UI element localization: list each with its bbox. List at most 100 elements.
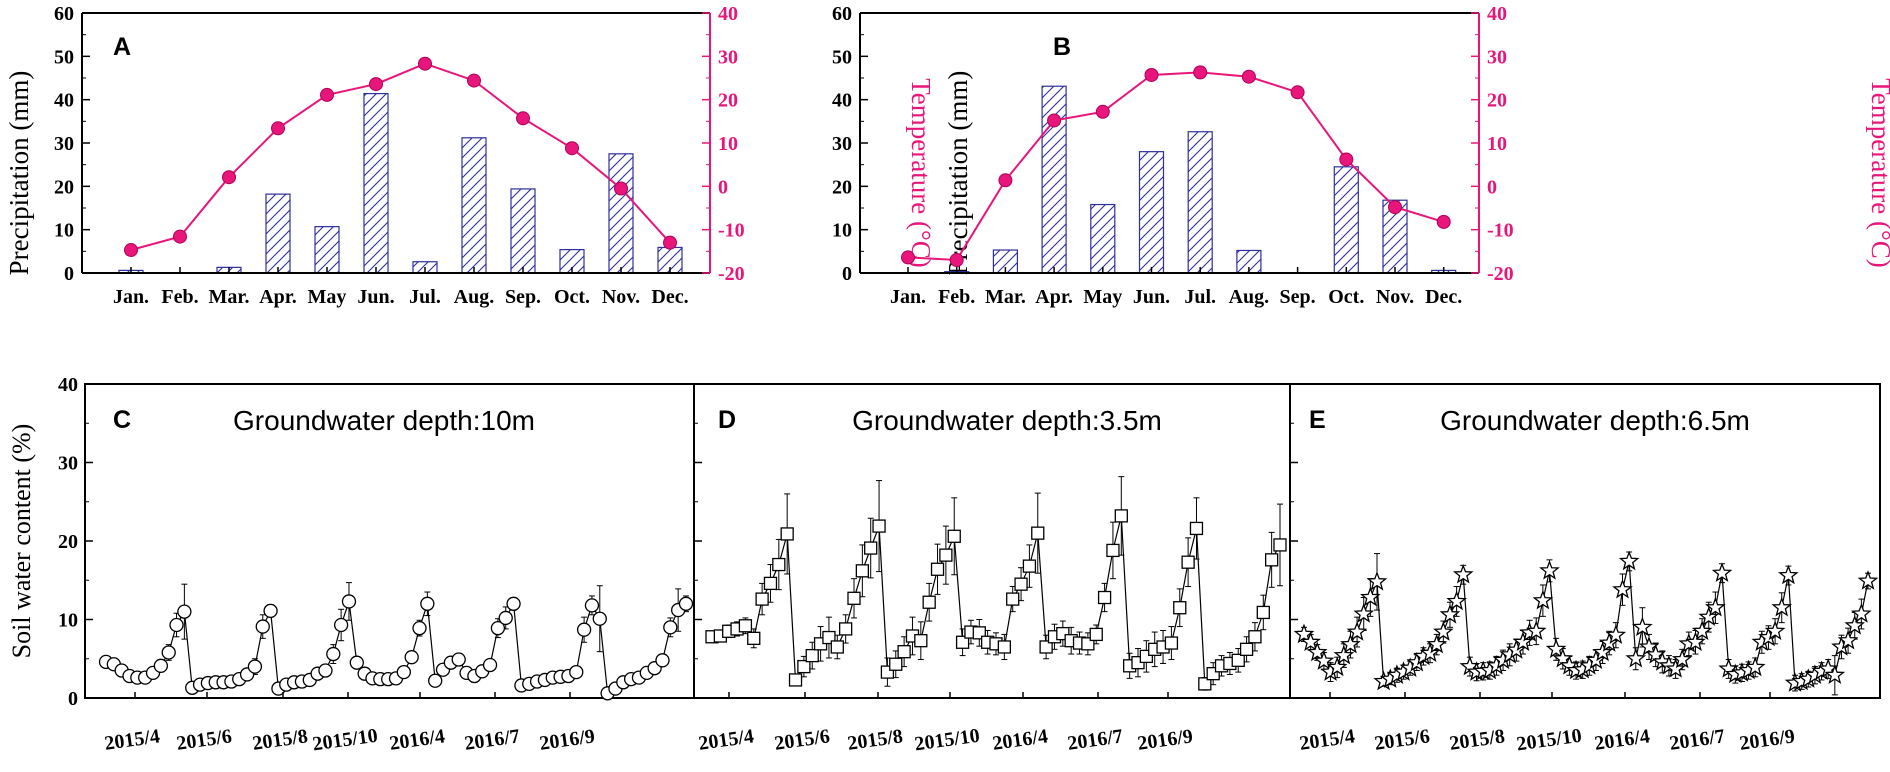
- data-point: [1844, 614, 1866, 635]
- month-label: Mar.: [209, 286, 250, 308]
- precipitation-y-ticks: 0 10 20 30 40 50 60: [832, 3, 852, 285]
- temperature-point: [222, 170, 236, 185]
- data-point: [914, 634, 928, 648]
- data-point: [1539, 559, 1560, 580]
- data-point: [420, 596, 435, 611]
- temperature-point: [1095, 104, 1110, 119]
- panel-title: Groundwater depth:10m: [233, 405, 535, 436]
- temperature-point: [901, 250, 915, 265]
- data-point: [1006, 592, 1020, 606]
- date-label: 2016/4: [1593, 725, 1651, 755]
- data-point: [755, 592, 769, 606]
- data-point: [678, 596, 694, 611]
- month-label: Dec.: [651, 286, 688, 308]
- data-point: [396, 664, 411, 680]
- y2-tick-label: 0: [1487, 176, 1497, 198]
- month-label: Nov.: [602, 286, 640, 308]
- precipitation-bar: [265, 193, 291, 274]
- data-point: [872, 519, 886, 533]
- data-point: [1691, 620, 1713, 641]
- y2-tick-label: 20: [718, 90, 738, 112]
- precipitation-bar: [1333, 166, 1359, 274]
- month-label: Aug.: [1229, 286, 1270, 308]
- precipitation-bar: [1090, 203, 1116, 274]
- data-point: [1612, 578, 1633, 599]
- temperature-y-ticks: -20 -10 0 10 20 30 40: [1487, 3, 1514, 285]
- data-point: [584, 598, 600, 613]
- temperature-point: [1339, 152, 1354, 167]
- data-point: [1173, 601, 1187, 615]
- month-label: Jan.: [890, 286, 926, 308]
- data-point: [1031, 526, 1045, 540]
- data-point: [576, 622, 592, 637]
- temperature-line: [907, 71, 1444, 262]
- precipitation-bar: [314, 226, 340, 274]
- data-point: [864, 541, 878, 555]
- data-point: [1419, 642, 1441, 662]
- soil-water-axis-label: Soil water content (%): [7, 424, 36, 659]
- temperature-point: [663, 235, 677, 250]
- month-label: Sep.: [505, 286, 541, 308]
- data-point: [1512, 631, 1534, 651]
- date-label: 2016/7: [463, 725, 521, 755]
- data-point: [797, 659, 811, 674]
- data-point: [763, 576, 778, 591]
- panel-c: C Groundwater depth:10m 2015/4 2015/6 20…: [84, 383, 695, 756]
- y-tick-label: 30: [58, 453, 78, 475]
- panel-label: D: [718, 406, 736, 434]
- panel-b: B Precipitation (mm) Temperature (°C) 0 …: [832, 3, 1890, 308]
- data-point: [1313, 650, 1335, 670]
- temperature-point: [516, 111, 530, 126]
- data-point: [838, 622, 853, 636]
- month-label: Feb.: [161, 286, 198, 308]
- data-point: [1231, 653, 1245, 667]
- panel-label: A: [113, 33, 131, 61]
- data-point: [1771, 596, 1793, 617]
- y2-tick-label: 30: [1487, 46, 1507, 68]
- data-point: [1532, 589, 1554, 610]
- y-tick-label: 40: [58, 374, 78, 396]
- y2-tick-label: 0: [718, 176, 728, 198]
- precipitation-bar: [1187, 131, 1213, 274]
- data-point: [1346, 621, 1368, 641]
- data-point: [506, 596, 521, 611]
- data-point: [247, 659, 263, 674]
- month-label: Oct.: [554, 286, 590, 308]
- month-label: Nov.: [1376, 286, 1414, 308]
- month-label: Jun.: [1133, 286, 1170, 308]
- y-tick-label: 10: [54, 220, 74, 242]
- data-point: [1625, 647, 1647, 668]
- temperature-point: [173, 229, 187, 244]
- data-point: [1264, 553, 1279, 567]
- date-label: 2016/9: [538, 725, 596, 755]
- panel-d: D Groundwater depth:3.5m 2015/4 2015/6 2…: [693, 383, 1291, 756]
- temperature-point: [1193, 65, 1208, 80]
- data-point: [169, 617, 184, 633]
- data-point: [1585, 649, 1607, 670]
- date-label: 2015/4: [697, 725, 755, 755]
- data-point: [1181, 555, 1195, 569]
- data-point: [1189, 521, 1204, 536]
- temperature-point: [565, 141, 579, 156]
- month-label: May: [1083, 286, 1122, 308]
- data-point: [1638, 636, 1660, 656]
- temperature-point: [369, 77, 383, 92]
- data-point: [1605, 624, 1627, 645]
- data-point: [922, 595, 936, 609]
- month-label: Jul.: [1184, 286, 1216, 308]
- temperature-line: [130, 62, 671, 251]
- date-tick-labels: 2015/4 2015/6 2015/8 2015/10 2016/4 2016…: [103, 725, 596, 756]
- precipitation-bar: [1138, 151, 1165, 274]
- y2-tick-label: -20: [718, 263, 745, 285]
- data-point: [349, 655, 364, 670]
- y-tick-label: 20: [832, 176, 852, 198]
- data-point: [412, 620, 427, 636]
- data-point: [805, 648, 819, 663]
- data-point: [1744, 656, 1766, 677]
- panel-label: C: [113, 406, 131, 434]
- date-label: 2015/6: [1373, 725, 1431, 755]
- date-label: 2015/6: [773, 725, 831, 755]
- date-label: 2015/4: [103, 725, 161, 755]
- data-point: [1300, 631, 1321, 651]
